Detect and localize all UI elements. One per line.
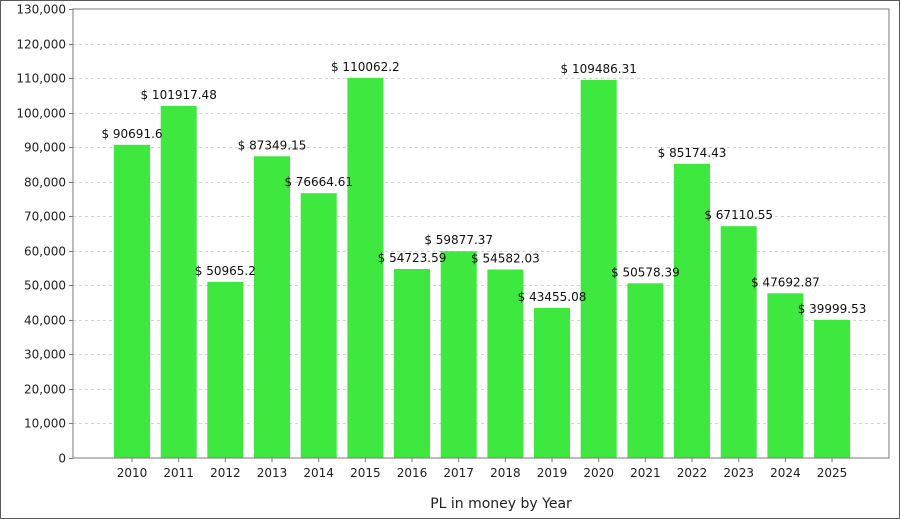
y-tick-label: 40,000 <box>24 314 66 328</box>
bar <box>627 283 664 458</box>
data-label: $ 90691.6 <box>101 127 162 141</box>
y-tick-label: 120,000 <box>16 38 66 52</box>
x-tick-label: 2010 <box>117 466 148 480</box>
data-label: $ 47692.87 <box>751 275 820 289</box>
bar <box>254 156 290 459</box>
data-label: $ 54723.59 <box>378 251 447 265</box>
x-tick-label: 2014 <box>303 466 334 480</box>
data-label: $ 50965.2 <box>195 264 256 278</box>
data-label: $ 109486.31 <box>561 62 637 76</box>
y-tick-label: 0 <box>58 452 66 466</box>
data-label: $ 54582.03 <box>471 251 540 265</box>
bar <box>440 251 477 458</box>
x-tick-label: 2012 <box>210 466 241 480</box>
bar <box>580 79 617 459</box>
bar <box>534 307 570 458</box>
bar <box>720 226 757 458</box>
data-label: $ 85174.43 <box>658 146 727 160</box>
bar <box>347 77 384 459</box>
y-tick-label: 100,000 <box>16 107 66 121</box>
bar <box>394 269 430 458</box>
x-tick-label: 2016 <box>397 466 428 480</box>
x-tick-label: 2017 <box>443 466 474 480</box>
y-tick-label: 80,000 <box>24 176 66 190</box>
x-tick-label: 2020 <box>583 466 614 480</box>
bars <box>114 77 851 459</box>
data-label: $ 50578.39 <box>611 265 680 279</box>
bar <box>674 163 710 459</box>
x-tick-label: 2023 <box>723 466 754 480</box>
x-tick-label: 2018 <box>490 466 521 480</box>
bar <box>767 293 804 458</box>
x-tick-label: 2019 <box>537 466 568 480</box>
y-tick-label: 60,000 <box>24 245 66 259</box>
x-tick-label: 2011 <box>163 466 194 480</box>
y-tick-label: 20,000 <box>24 383 66 397</box>
bar <box>814 319 851 458</box>
bar <box>300 193 337 458</box>
data-label: $ 101917.48 <box>140 88 216 102</box>
data-label: $ 39999.53 <box>798 302 867 316</box>
x-tick-label: 2022 <box>677 466 708 480</box>
data-label: $ 67110.55 <box>704 208 773 222</box>
bar <box>160 106 197 458</box>
x-tick-label: 2015 <box>350 466 381 480</box>
x-tick-label: 2021 <box>630 466 661 480</box>
x-tick-label: 2025 <box>817 466 848 480</box>
data-label: $ 76664.61 <box>284 175 353 189</box>
y-tick-label: 10,000 <box>24 417 66 431</box>
y-tick-label: 90,000 <box>24 141 66 155</box>
bar <box>487 269 524 458</box>
x-axis-title: PL in money by Year <box>430 496 572 512</box>
x-tick-label: 2024 <box>770 466 801 480</box>
y-tick-label: 70,000 <box>24 210 66 224</box>
bar <box>114 144 150 459</box>
y-tick-label: 30,000 <box>24 348 66 362</box>
bar <box>207 282 244 458</box>
data-label: $ 110062.2 <box>331 60 400 74</box>
x-tick-label: 2013 <box>257 466 288 480</box>
data-label: $ 59877.37 <box>424 233 493 247</box>
data-labels: $ 90691.6 $ 101917.48 $ 50965.2 $ 87349.15 $… <box>101 60 866 316</box>
data-label: $ 43455.08 <box>518 290 587 304</box>
y-tick-label: 110,000 <box>16 72 66 86</box>
axes: 0 10,000 20,000 30,000 40,000 50,000 60,000 70,… <box>16 3 890 480</box>
y-tick-label: 50,000 <box>24 279 66 293</box>
y-tick-label: 130,000 <box>16 3 66 17</box>
plot-border <box>72 8 890 459</box>
data-label: $ 87349.15 <box>238 138 307 152</box>
